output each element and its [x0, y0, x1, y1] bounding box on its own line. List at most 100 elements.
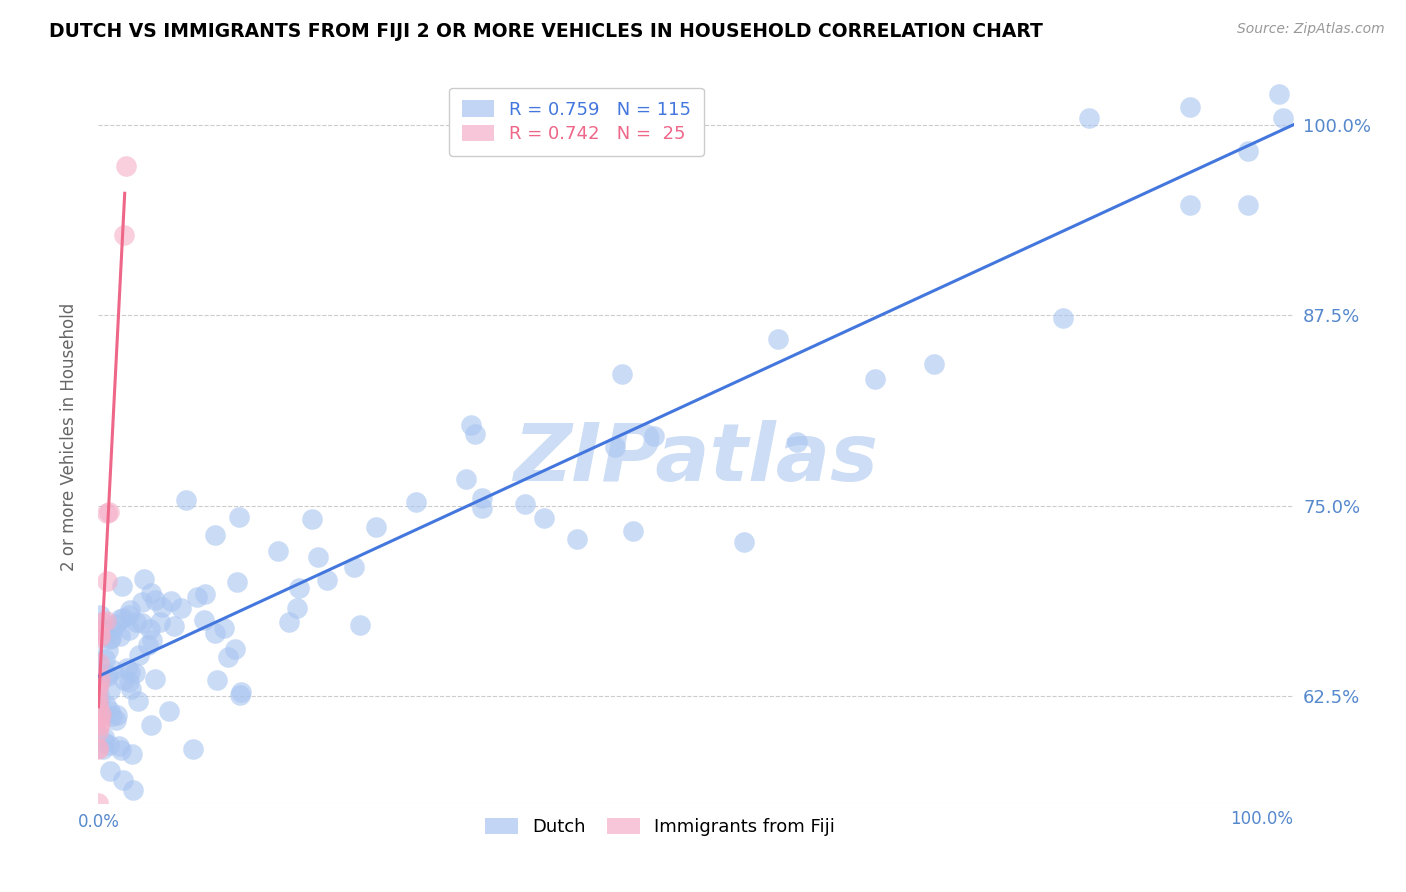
Point: [97, 643, 120, 657]
Point: [97, 669, 120, 683]
Point: [204, 528, 226, 542]
Point: [405, 495, 427, 509]
Point: [1236, 144, 1258, 158]
Point: [100, 632, 122, 646]
Point: [94, 652, 117, 666]
Point: [139, 622, 162, 636]
Point: [1052, 311, 1074, 326]
Point: [204, 626, 226, 640]
Point: [277, 615, 299, 629]
Point: [141, 718, 163, 732]
Point: [229, 689, 252, 703]
Point: [96, 574, 118, 588]
Point: [193, 613, 215, 627]
Point: [224, 641, 246, 656]
Point: [125, 615, 148, 630]
Point: [87, 719, 110, 733]
Point: [98, 764, 121, 779]
Point: [226, 574, 249, 589]
Point: [174, 493, 197, 508]
Point: [87, 681, 110, 696]
Point: [87, 665, 110, 679]
Point: [118, 665, 141, 679]
Point: [93, 734, 115, 748]
Point: [136, 639, 159, 653]
Point: [118, 675, 141, 690]
Point: [121, 747, 143, 761]
Point: [87, 690, 110, 705]
Point: [87, 657, 110, 671]
Point: [217, 650, 239, 665]
Point: [121, 783, 143, 797]
Text: Source: ZipAtlas.com: Source: ZipAtlas.com: [1237, 22, 1385, 37]
Point: [565, 532, 588, 546]
Point: [96, 667, 118, 681]
Point: [131, 594, 153, 608]
Point: [141, 632, 163, 647]
Point: [115, 160, 138, 174]
Point: [267, 544, 290, 558]
Point: [643, 428, 665, 442]
Point: [110, 579, 132, 593]
Point: [98, 505, 121, 519]
Point: [610, 367, 633, 381]
Point: [101, 623, 124, 637]
Point: [108, 739, 131, 754]
Point: [349, 618, 371, 632]
Point: [603, 440, 626, 454]
Point: [98, 682, 121, 697]
Point: [533, 510, 555, 524]
Point: [205, 673, 228, 688]
Y-axis label: 2 or more Vehicles in Household: 2 or more Vehicles in Household: [59, 303, 77, 571]
Point: [515, 497, 537, 511]
Text: ZIPatlas: ZIPatlas: [513, 420, 879, 498]
Point: [87, 724, 110, 739]
Point: [181, 742, 204, 756]
Legend: Dutch, Immigrants from Fiji: Dutch, Immigrants from Fiji: [477, 809, 844, 845]
Point: [87, 675, 110, 690]
Point: [1237, 198, 1260, 212]
Point: [98, 704, 121, 718]
Point: [460, 418, 482, 433]
Point: [471, 491, 494, 505]
Point: [87, 796, 110, 810]
Point: [89, 688, 111, 702]
Point: [186, 590, 208, 604]
Point: [89, 672, 111, 686]
Point: [1267, 87, 1289, 102]
Point: [301, 512, 323, 526]
Point: [108, 612, 131, 626]
Point: [128, 648, 150, 662]
Text: 100.0%: 100.0%: [1230, 811, 1294, 829]
Point: [143, 593, 166, 607]
Point: [924, 357, 946, 371]
Point: [127, 694, 149, 708]
Point: [471, 500, 494, 515]
Point: [768, 332, 790, 346]
Point: [228, 510, 250, 524]
Point: [464, 426, 486, 441]
Point: [343, 560, 366, 574]
Point: [285, 600, 308, 615]
Point: [163, 619, 186, 633]
Point: [87, 625, 110, 640]
Point: [112, 673, 135, 687]
Point: [132, 572, 155, 586]
Point: [91, 622, 114, 636]
Text: DUTCH VS IMMIGRANTS FROM FIJI 2 OR MORE VEHICLES IN HOUSEHOLD CORRELATION CHART: DUTCH VS IMMIGRANTS FROM FIJI 2 OR MORE …: [49, 22, 1043, 41]
Point: [307, 550, 329, 565]
Point: [98, 632, 121, 646]
Point: [131, 615, 153, 630]
Point: [786, 434, 808, 449]
Point: [143, 672, 166, 686]
Point: [87, 698, 110, 712]
Point: [170, 600, 193, 615]
Point: [150, 599, 173, 614]
Point: [89, 715, 111, 730]
Point: [89, 710, 111, 724]
Point: [105, 714, 128, 728]
Point: [1272, 111, 1295, 125]
Point: [87, 677, 110, 691]
Point: [94, 698, 117, 712]
Point: [101, 663, 124, 677]
